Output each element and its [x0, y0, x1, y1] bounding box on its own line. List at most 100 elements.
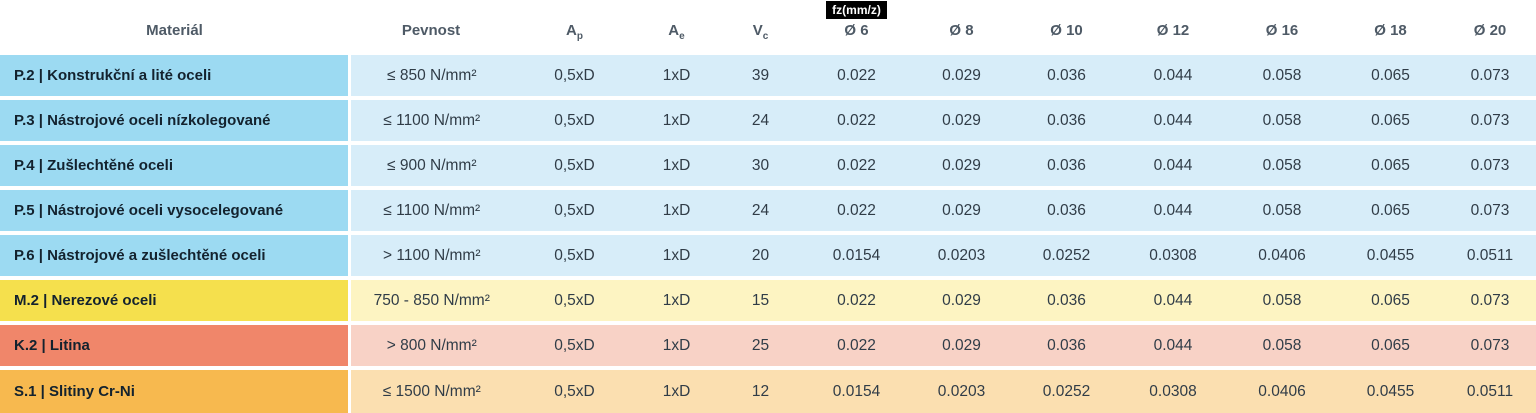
col-header-pevnost: Pevnost [401, 22, 461, 39]
fz-cell-5: 0.065 [1337, 51, 1444, 98]
fz-cell-6: 0.0511 [1444, 231, 1536, 278]
ap-cell: 0,5xD [513, 321, 636, 368]
fz-cell-1: 0.029 [909, 186, 1014, 233]
fz-cell-3: 0.044 [1119, 141, 1227, 188]
vc-subscript: c [762, 31, 769, 42]
vc-cell: 24 [717, 186, 804, 233]
fz-cell-6: 0.073 [1444, 96, 1536, 143]
col-header-ae: Ae [636, 0, 717, 53]
fz-cell-6: 0.073 [1444, 51, 1536, 98]
vc-cell: 25 [717, 321, 804, 368]
ap-cell: 0,5xD [513, 96, 636, 143]
fz-cell-2: 0.0252 [1014, 231, 1119, 278]
col-header-material: Materiál [146, 22, 203, 39]
header-row: Materiál Pevnost Ap Ae Vc fz(mm/z) Ø 6 Ø… [0, 0, 1536, 53]
fz-cell-6: 0.0511 [1444, 366, 1536, 413]
fz-cell-4: 0.0406 [1227, 231, 1337, 278]
material-cell: S.1 | Slitiny Cr-Ni [0, 366, 351, 413]
ae-cell: 1xD [636, 321, 717, 368]
ae-cell: 1xD [636, 276, 717, 323]
ae-cell: 1xD [636, 96, 717, 143]
fz-cell-5: 0.065 [1337, 141, 1444, 188]
ap-cell: 0,5xD [513, 51, 636, 98]
vc-cell: 15 [717, 276, 804, 323]
fz-cell-2: 0.036 [1014, 141, 1119, 188]
fz-cell-2: 0.036 [1014, 186, 1119, 233]
fz-cell-2: 0.036 [1014, 276, 1119, 323]
fz-cell-4: 0.058 [1227, 186, 1337, 233]
pevnost-cell: ≤ 900 N/mm² [349, 141, 513, 188]
ap-cell: 0,5xD [513, 366, 636, 413]
fz-cell-2: 0.0252 [1014, 366, 1119, 413]
fz-cell-4: 0.058 [1227, 321, 1337, 368]
material-cell: P.4 | Zušlechtěné oceli [0, 141, 351, 188]
fz-cell-1: 0.0203 [909, 366, 1014, 413]
col-header-diameter-20: Ø 20 [1473, 22, 1507, 39]
vc-cell: 39 [717, 51, 804, 98]
fz-cell-4: 0.058 [1227, 51, 1337, 98]
table-header: Materiál Pevnost Ap Ae Vc fz(mm/z) Ø 6 Ø… [0, 0, 1536, 53]
ae-cell: 1xD [636, 231, 717, 278]
fz-cell-3: 0.044 [1119, 51, 1227, 98]
table-body: P.2 | Konstrukční a lité oceli ≤ 850 N/mm… [0, 51, 1536, 413]
fz-cell-5: 0.0455 [1337, 366, 1444, 413]
col-header-diameter-10: Ø 10 [1050, 22, 1083, 39]
col-header-diameter-8: Ø 8 [949, 22, 974, 39]
table-row: P.2 | Konstrukční a lité oceli ≤ 850 N/mm… [0, 51, 1536, 98]
fz-cell-0: 0.022 [804, 141, 909, 188]
fz-cell-1: 0.029 [909, 96, 1014, 143]
table-row: M.2 | Nerezové oceli 750 - 850 N/mm² 0,5xD… [0, 276, 1536, 323]
fz-cell-1: 0.029 [909, 141, 1014, 188]
fz-cell-2: 0.036 [1014, 51, 1119, 98]
fz-cell-3: 0.044 [1119, 276, 1227, 323]
fz-unit-badge: fz(mm/z) [826, 1, 887, 19]
col-header-diameter-18: Ø 18 [1374, 22, 1407, 39]
material-cell: K.2 | Litina [0, 321, 351, 368]
pevnost-cell: > 800 N/mm² [349, 321, 513, 368]
col-header-diameter-12: Ø 12 [1156, 22, 1190, 39]
ae-cell: 1xD [636, 186, 717, 233]
ae-label: A [668, 22, 680, 39]
fz-cell-3: 0.0308 [1119, 231, 1227, 278]
table-row: P.6 | Nástrojové a zušlechtěné oceli > 11… [0, 231, 1536, 278]
fz-cell-0: 0.022 [804, 186, 909, 233]
fz-cell-5: 0.065 [1337, 276, 1444, 323]
diameter-6-label: Ø 6 [844, 22, 869, 39]
ap-label: A [566, 22, 577, 39]
fz-cell-0: 0.022 [804, 96, 909, 143]
fz-cell-6: 0.073 [1444, 276, 1536, 323]
table-row: P.5 | Nástrojové oceli vysocelegované ≤ 1… [0, 186, 1536, 233]
pevnost-cell: > 1100 N/mm² [349, 231, 513, 278]
col-header-diameter-6: fz(mm/z) Ø 6 [804, 0, 909, 53]
fz-cell-5: 0.065 [1337, 321, 1444, 368]
fz-cell-4: 0.058 [1227, 141, 1337, 188]
fz-cell-5: 0.0455 [1337, 231, 1444, 278]
material-cell: P.2 | Konstrukční a lité oceli [0, 51, 351, 98]
pevnost-cell: 750 - 850 N/mm² [349, 276, 513, 323]
col-header-vc: Vc [717, 0, 804, 53]
pevnost-cell: ≤ 1100 N/mm² [349, 186, 513, 233]
ae-subscript: e [679, 31, 685, 42]
fz-cell-1: 0.0203 [909, 231, 1014, 278]
vc-cell: 20 [717, 231, 804, 278]
ae-cell: 1xD [636, 366, 717, 413]
fz-cell-3: 0.044 [1119, 321, 1227, 368]
fz-cell-4: 0.0406 [1227, 366, 1337, 413]
vc-cell: 12 [717, 366, 804, 413]
pevnost-cell: ≤ 1100 N/mm² [349, 96, 513, 143]
fz-cell-0: 0.0154 [804, 231, 909, 278]
ae-cell: 1xD [636, 141, 717, 188]
col-header-diameter-16: Ø 16 [1265, 22, 1299, 39]
col-header-ap: Ap [513, 0, 636, 53]
ap-cell: 0,5xD [513, 141, 636, 188]
fz-cell-2: 0.036 [1014, 96, 1119, 143]
fz-cell-5: 0.065 [1337, 186, 1444, 233]
fz-cell-3: 0.044 [1119, 186, 1227, 233]
ae-cell: 1xD [636, 51, 717, 98]
fz-cell-6: 0.073 [1444, 186, 1536, 233]
material-cell: P.6 | Nástrojové a zušlechtěné oceli [0, 231, 351, 278]
vc-cell: 30 [717, 141, 804, 188]
fz-cell-0: 0.022 [804, 51, 909, 98]
table-row: S.1 | Slitiny Cr-Ni ≤ 1500 N/mm² 0,5xD 1xD 1… [0, 366, 1536, 413]
